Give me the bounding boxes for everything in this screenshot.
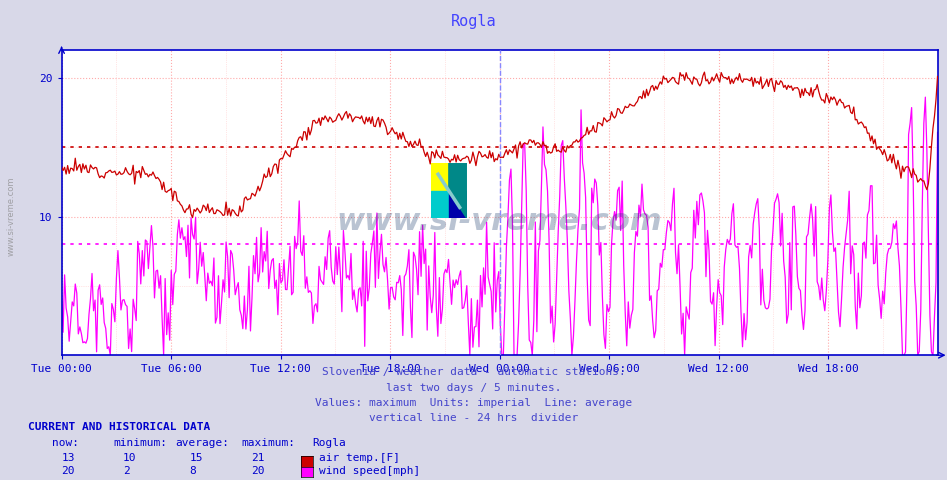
- Text: Values: maximum  Units: imperial  Line: average: Values: maximum Units: imperial Line: av…: [314, 398, 633, 408]
- Bar: [431, 191, 449, 218]
- Text: www.si-vreme.com: www.si-vreme.com: [7, 176, 16, 256]
- Text: 15: 15: [189, 453, 203, 463]
- Text: air temp.[F]: air temp.[F]: [319, 453, 401, 463]
- Text: CURRENT AND HISTORICAL DATA: CURRENT AND HISTORICAL DATA: [28, 421, 210, 432]
- Text: 21: 21: [251, 453, 264, 463]
- Text: 13: 13: [62, 453, 75, 463]
- Text: maximum:: maximum:: [241, 438, 295, 448]
- Text: wind speed[mph]: wind speed[mph]: [319, 466, 420, 476]
- Text: minimum:: minimum:: [114, 438, 168, 448]
- Bar: [431, 163, 449, 191]
- Text: vertical line - 24 hrs  divider: vertical line - 24 hrs divider: [369, 413, 578, 423]
- Text: Slovenia / weather data - automatic stations.: Slovenia / weather data - automatic stat…: [322, 367, 625, 377]
- Text: 8: 8: [189, 466, 196, 476]
- Text: average:: average:: [175, 438, 229, 448]
- Text: 10: 10: [123, 453, 136, 463]
- Bar: [449, 191, 467, 218]
- Text: Rogla: Rogla: [313, 438, 347, 448]
- Text: 20: 20: [62, 466, 75, 476]
- Text: last two days / 5 minutes.: last two days / 5 minutes.: [385, 383, 562, 393]
- Text: now:: now:: [52, 438, 80, 448]
- Text: Rogla: Rogla: [451, 14, 496, 29]
- Text: 20: 20: [251, 466, 264, 476]
- Polygon shape: [449, 163, 467, 218]
- Text: www.si-vreme.com: www.si-vreme.com: [337, 206, 662, 236]
- Text: 2: 2: [123, 466, 130, 476]
